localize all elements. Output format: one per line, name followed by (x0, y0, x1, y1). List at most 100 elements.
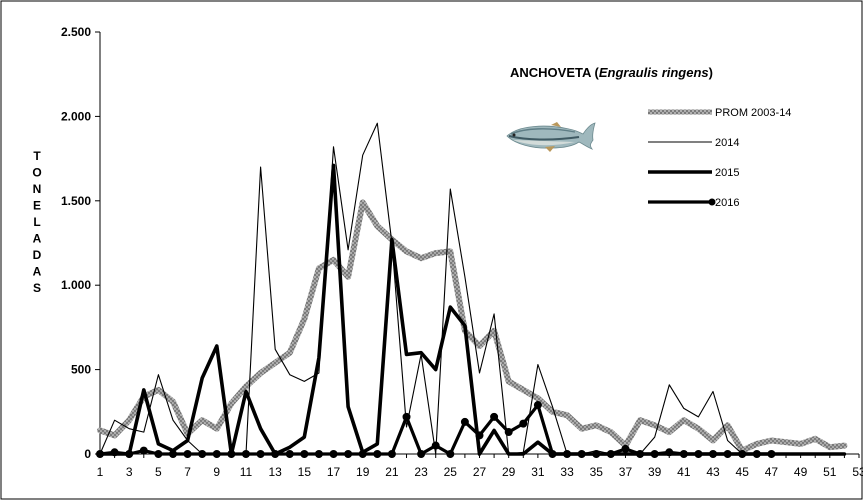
data-point (227, 450, 236, 458)
y-ticks: 0 500 1.000 1.500 2.000 2.500 (61, 25, 100, 461)
y-axis-label-letter: A (33, 265, 42, 279)
y-axis-label-letter: N (33, 182, 42, 196)
data-point (636, 450, 645, 458)
y-axis-label-letter: L (33, 215, 40, 229)
chart-title-open-paren: ( (591, 65, 600, 80)
data-point (285, 450, 294, 458)
data-point (271, 450, 280, 458)
data-point (125, 450, 134, 458)
data-point (96, 450, 104, 458)
data-point (329, 450, 338, 458)
data-point (154, 450, 163, 458)
legend: PROM 2003-14 2014 2015 2016 (648, 107, 791, 209)
data-point (694, 450, 703, 458)
data-point (592, 450, 601, 458)
data-point (533, 401, 542, 410)
data-point (198, 450, 207, 458)
x-tick-label: 41 (677, 465, 691, 479)
data-point (504, 428, 513, 437)
data-point (709, 450, 718, 458)
data-point (519, 419, 528, 428)
x-tick-label: 23 (414, 465, 428, 479)
data-point (314, 450, 323, 458)
x-tick-label: 47 (765, 465, 779, 479)
data-point (752, 450, 761, 458)
legend-label: 2015 (715, 167, 739, 179)
series-1 (97, 199, 848, 454)
legend-label: 2014 (715, 137, 739, 149)
y-tick-label: 1.500 (61, 194, 91, 208)
x-tick-label: 51 (823, 465, 837, 479)
x-tick-label: 7 (184, 465, 191, 479)
data-point (665, 448, 674, 457)
legend-swatch-dot (708, 198, 716, 206)
data-point (417, 450, 426, 458)
data-point (548, 450, 557, 458)
data-point (373, 450, 382, 458)
x-tick-label: 45 (736, 465, 750, 479)
data-point (738, 450, 747, 458)
x-tick-label: 35 (590, 465, 604, 479)
data-point (168, 450, 177, 458)
x-tick-label: 5 (155, 465, 162, 479)
data-point (212, 450, 221, 458)
chart-title: ANCHOVETA (Engraulis ringens) (510, 65, 713, 80)
y-tick-label: 1.000 (61, 278, 91, 292)
y-axis-label-letter: T (33, 149, 41, 163)
chart-title-main: ANCHOVETA (510, 65, 592, 80)
legend-label: 2016 (715, 197, 739, 209)
x-tick-label: 27 (473, 465, 487, 479)
data-point (183, 450, 192, 458)
x-tick-label: 33 (560, 465, 574, 479)
legend-entry: 2014 (648, 137, 739, 149)
data-point (431, 441, 440, 450)
x-tick-label: 31 (531, 465, 545, 479)
data-point (679, 450, 688, 458)
y-tick-label: 2.000 (61, 109, 91, 123)
y-axis-label-letter: S (33, 281, 41, 295)
x-tick-label: 37 (619, 465, 633, 479)
y-axis-label-letter: A (33, 232, 42, 246)
data-point (402, 412, 411, 421)
data-point (358, 450, 367, 458)
data-point (490, 412, 499, 421)
data-point (621, 444, 630, 453)
x-tick-label: 43 (706, 465, 720, 479)
data-point (241, 450, 250, 458)
data-point (723, 450, 732, 458)
x-tick-label: 39 (648, 465, 662, 479)
x-tick-label: 49 (794, 465, 808, 479)
legend-label: PROM 2003-14 (715, 107, 791, 119)
y-tick-label: 2.500 (61, 25, 91, 39)
x-tick-label: 53 (852, 465, 863, 479)
series-4 (96, 401, 776, 458)
y-tick-label: 500 (71, 363, 91, 377)
data-point (460, 417, 469, 426)
x-tick-label: 9 (213, 465, 220, 479)
x-ticks: 1 3 5 7 9 11 13 15 17 19 21 23 25 27 29 31 33 35 37 39 41 43 4… (97, 454, 863, 479)
data-point (577, 450, 586, 458)
legend-entry: PROM 2003-14 (648, 107, 791, 119)
x-tick-label: 3 (126, 465, 133, 479)
data-point (606, 450, 615, 458)
data-point (300, 450, 309, 458)
data-point (387, 450, 396, 458)
series-layer (96, 122, 848, 458)
x-tick-label: 21 (385, 465, 399, 479)
x-tick-label: 1 (97, 465, 104, 479)
data-point (139, 446, 148, 455)
x-tick-label: 25 (444, 465, 458, 479)
data-point (767, 450, 776, 458)
data-point (256, 450, 265, 458)
legend-entry: 2016 (648, 197, 739, 209)
x-tick-label: 11 (240, 465, 253, 479)
data-point (650, 450, 659, 458)
x-tick-label: 13 (268, 465, 282, 479)
x-tick-label: 19 (356, 465, 370, 479)
data-point (475, 431, 484, 440)
y-axis-label-letter: E (33, 199, 41, 213)
